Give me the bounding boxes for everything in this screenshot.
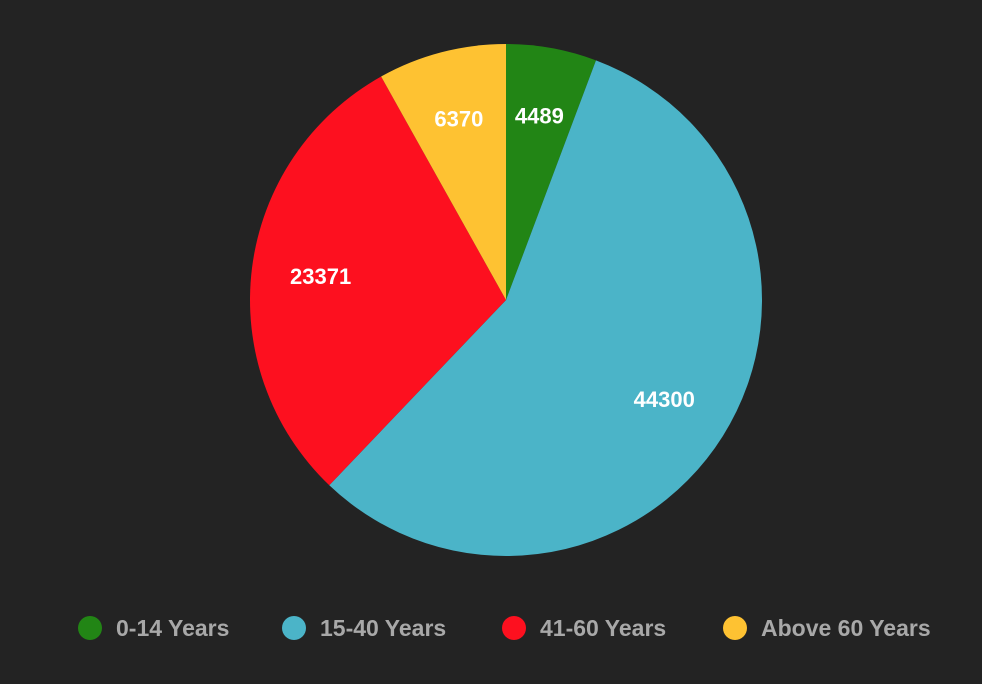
data-label-41-60-years: 23371 [290, 264, 351, 289]
pie-slice-above-60-years[interactable] [381, 44, 506, 300]
pie-slice-15-40-years[interactable] [329, 60, 762, 556]
legend-item-41-60-years[interactable]: 41-60 Years [502, 610, 666, 646]
legend-swatch-41-60-years [502, 616, 526, 640]
data-label-15-40-years: 44300 [634, 387, 695, 412]
data-label-0-14-years: 4489 [515, 104, 564, 129]
data-label-above-60-years: 6370 [434, 107, 483, 132]
legend-label-0-14-years: 0-14 Years [116, 614, 230, 641]
legend-label-41-60-years: 41-60 Years [540, 614, 667, 641]
legend-item-15-40-years[interactable]: 15-40 Years [282, 610, 446, 646]
legend-label-15-40-years: 15-40 Years [320, 614, 447, 641]
legend-swatch-0-14-years [78, 616, 102, 640]
pie-chart: 4489 44300 23371 6370 [250, 44, 762, 556]
legend-swatch-above-60-years [723, 616, 747, 640]
legend-label-above-60-years: Above 60 Years [761, 614, 931, 641]
pie-slice-41-60-years[interactable] [250, 76, 506, 486]
legend-item-0-14-years[interactable]: 0-14 Years [78, 610, 229, 646]
legend: 0-14 Years 15-40 Years 41-60 Years Above… [0, 610, 982, 646]
legend-item-above-60-years[interactable]: Above 60 Years [723, 610, 931, 646]
pie-slice-0-14-years[interactable] [506, 44, 596, 300]
legend-swatch-15-40-years [282, 616, 306, 640]
